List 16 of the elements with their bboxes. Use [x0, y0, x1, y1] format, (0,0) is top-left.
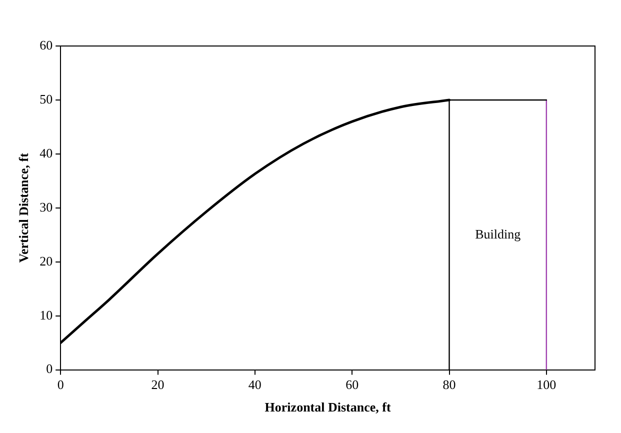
y-tick-label: 10: [40, 307, 53, 322]
y-tick-label: 50: [40, 91, 53, 106]
y-tick-label: 0: [46, 361, 53, 376]
x-tick-label: 20: [151, 377, 164, 392]
x-tick-label: 80: [442, 377, 456, 392]
y-tick-label: 20: [40, 253, 53, 268]
y-tick-label: 30: [40, 199, 53, 214]
y-axis-title: Vertical Distance, ft: [16, 152, 32, 263]
x-tick-label: 40: [248, 377, 262, 392]
y-tick-label: 40: [40, 145, 53, 160]
annotation: Building: [475, 226, 522, 242]
x-axis-title: Horizontal Distance, ft: [264, 400, 392, 415]
x-tick-label: 100: [536, 377, 556, 392]
x-tick-label: 60: [346, 377, 359, 392]
x-tick-label: 0: [57, 377, 64, 392]
y-tick-label: 60: [40, 37, 53, 52]
